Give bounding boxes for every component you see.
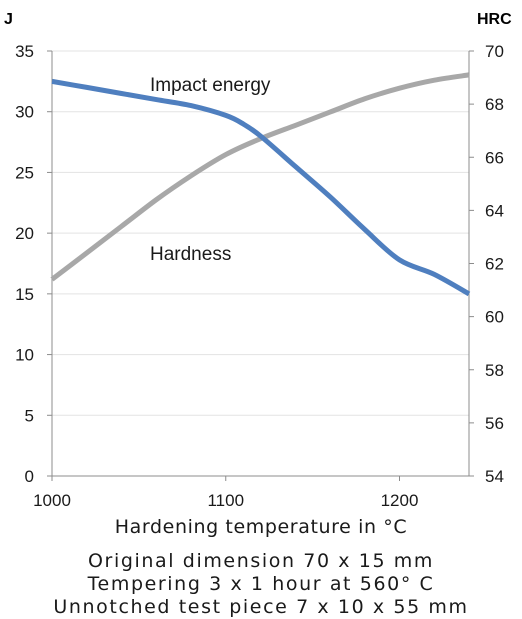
y-right-tick-label: 66 (485, 148, 504, 167)
caption-dimension: Original dimension 70 x 15 mm (88, 550, 434, 572)
y-left-tick-label: 10 (15, 346, 34, 365)
x-tick-label: 1100 (207, 491, 244, 510)
y-left-tick-label: 30 (15, 103, 34, 122)
series-label-impact-energy: Impact energy (150, 75, 271, 96)
series-line-hardness (50, 72, 470, 282)
caption-tempering: Tempering 3 x 1 hour at 560° C (87, 573, 435, 595)
y-right-tick-label: 62 (485, 255, 504, 274)
series-layer (50, 72, 471, 297)
y-left-tick-label: 25 (15, 163, 34, 182)
x-tick-label: 1000 (33, 491, 71, 510)
x-axis-label: Hardening temperature in °C (114, 516, 408, 538)
caption-test-piece: Unnotched test piece 7 x 10 x 55 mm (53, 596, 469, 618)
y-right-tick-label: 58 (485, 361, 504, 380)
y-left-tick-label: 35 (15, 42, 34, 61)
y-left-tick-label: 0 (25, 467, 34, 486)
y-right-tick-label: 54 (485, 467, 504, 486)
x-tick-label: 1200 (381, 491, 419, 510)
y-right-unit: HRC (477, 11, 512, 28)
y-left-unit: J (4, 11, 13, 28)
tick-labels: 0 5 10 15 20 25 30 35 54 56 58 60 62 64 66 68 70 1000 1100… (15, 42, 504, 510)
y-right-tick-label: 68 (485, 95, 504, 114)
y-left-tick-label: 15 (15, 285, 34, 304)
y-right-tick-label: 64 (485, 201, 504, 220)
chart-axes (47, 50, 474, 481)
y-right-tick-label: 56 (485, 414, 504, 433)
y-left-tick-label: 5 (25, 406, 34, 425)
chart-area: 0 5 10 15 20 25 30 35 54 56 58 60 62 64 66 68 70 1000 1100… (4, 11, 512, 510)
series-label-hardness: Hardness (150, 244, 231, 265)
series-line-impact-energy (51, 78, 471, 297)
y-left-tick-label: 20 (15, 224, 34, 243)
y-right-tick-label: 60 (485, 308, 504, 327)
grid-lines (52, 50, 469, 477)
y-right-tick-label: 70 (485, 42, 504, 61)
